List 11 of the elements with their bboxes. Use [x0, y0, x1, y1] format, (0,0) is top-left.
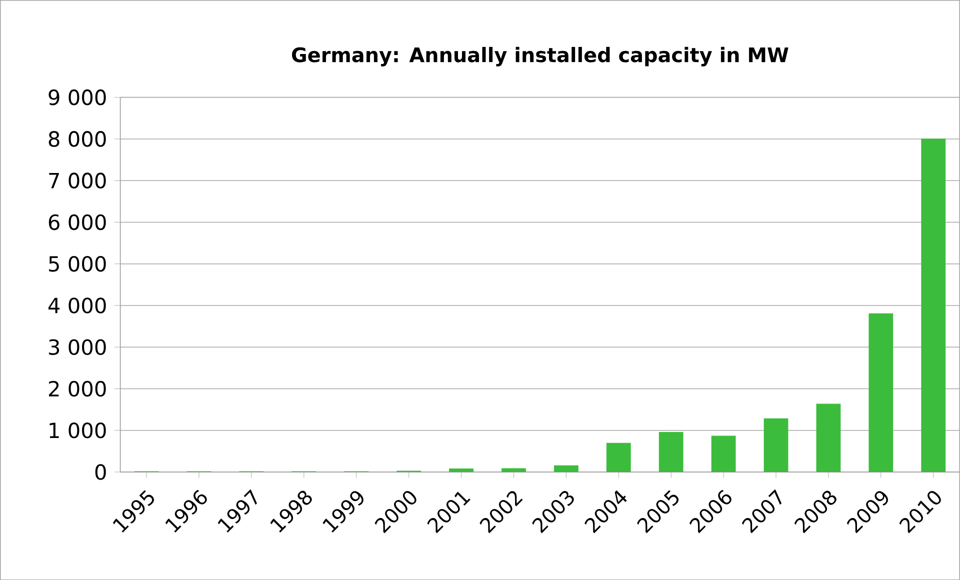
y-tick-label: 1 000	[50, 422, 106, 438]
y-tick-label: 5 000	[49, 256, 106, 272]
y-tick-label: 0	[95, 464, 106, 480]
y-tick-label: 4 000	[48, 297, 106, 314]
y-tick-label: 7 000	[49, 172, 106, 188]
y-tick-label: 9 000	[48, 89, 106, 106]
y-tick-label: 6 000	[48, 214, 106, 230]
y-tick-label: 2 000	[48, 380, 106, 396]
chart-title: Germany: Annually installed capacity in MW	[292, 46, 788, 66]
y-tick-label: 8 000	[48, 130, 106, 147]
y-tick-label: 3 000	[49, 339, 106, 355]
